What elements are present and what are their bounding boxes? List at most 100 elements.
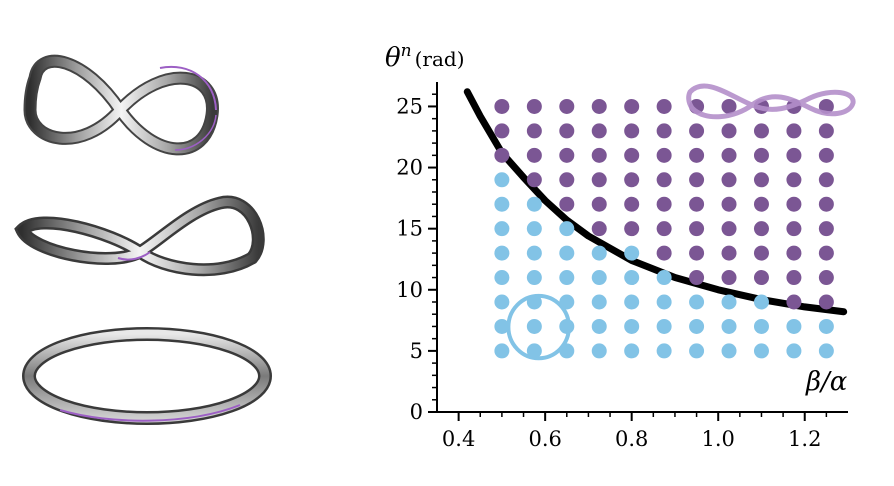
data-point	[526, 123, 542, 139]
data-point	[559, 245, 575, 261]
data-point	[624, 221, 640, 237]
data-point	[721, 221, 737, 237]
data-point	[656, 270, 672, 286]
data-point	[624, 172, 640, 188]
data-point	[494, 123, 510, 139]
data-point	[818, 270, 834, 286]
data-point	[591, 245, 607, 261]
data-point	[786, 123, 802, 139]
data-point	[656, 123, 672, 139]
data-point	[689, 343, 705, 359]
data-point	[559, 196, 575, 212]
data-point	[591, 318, 607, 334]
data-point	[494, 196, 510, 212]
x-tick-label: 1.0	[702, 427, 735, 451]
data-point	[818, 294, 834, 310]
data-point	[624, 343, 640, 359]
data-point	[786, 294, 802, 310]
data-point	[818, 343, 834, 359]
y-tick-label: 0	[410, 400, 423, 424]
data-point	[624, 98, 640, 114]
data-point	[721, 270, 737, 286]
data-point	[689, 221, 705, 237]
data-point	[753, 343, 769, 359]
data-point	[786, 221, 802, 237]
data-point	[591, 270, 607, 286]
data-point	[591, 98, 607, 114]
data-point	[624, 147, 640, 163]
data-point	[559, 343, 575, 359]
data-point	[753, 245, 769, 261]
data-point	[721, 147, 737, 163]
data-point	[818, 172, 834, 188]
data-point	[656, 147, 672, 163]
data-point	[689, 318, 705, 334]
data-point	[526, 270, 542, 286]
data-point	[753, 270, 769, 286]
data-point	[721, 196, 737, 212]
data-point	[786, 318, 802, 334]
data-point	[624, 123, 640, 139]
data-point	[656, 245, 672, 261]
data-point	[624, 270, 640, 286]
data-point	[494, 245, 510, 261]
x-axis-label: β/α	[805, 367, 848, 397]
data-point	[624, 318, 640, 334]
data-point	[559, 172, 575, 188]
ribbon-figure-eight	[23, 54, 219, 156]
data-point	[494, 98, 510, 114]
data-point	[559, 123, 575, 139]
data-point	[656, 221, 672, 237]
inset-ribbon-icon	[686, 83, 856, 120]
data-point	[818, 318, 834, 334]
y-tick-label: 20	[396, 156, 423, 180]
data-point	[656, 343, 672, 359]
data-point	[624, 245, 640, 261]
data-point	[494, 221, 510, 237]
data-point	[591, 221, 607, 237]
data-point	[721, 294, 737, 310]
data-point	[656, 98, 672, 114]
data-point	[689, 196, 705, 212]
data-point	[753, 221, 769, 237]
data-point	[526, 172, 542, 188]
data-point	[559, 98, 575, 114]
y-tick-label: 25	[396, 94, 423, 118]
data-point	[624, 294, 640, 310]
y-tick-label: 10	[396, 278, 423, 302]
data-point	[689, 147, 705, 163]
data-point	[526, 318, 542, 334]
data-point	[494, 294, 510, 310]
data-point	[526, 98, 542, 114]
data-point	[526, 245, 542, 261]
data-point	[689, 123, 705, 139]
data-point	[753, 172, 769, 188]
data-point	[721, 98, 737, 114]
data-point	[786, 147, 802, 163]
ribbon-twisted-loop	[14, 195, 265, 277]
data-point	[624, 196, 640, 212]
data-point	[656, 196, 672, 212]
data-point	[526, 294, 542, 310]
data-point	[753, 147, 769, 163]
data-point	[753, 196, 769, 212]
data-point	[786, 343, 802, 359]
data-point	[591, 172, 607, 188]
data-point	[494, 172, 510, 188]
y-axis-label: θn (rad)	[385, 41, 465, 73]
axes-layer: 0 5 10 15 20 25 0.4 0.6 0.8 1.0 1.2	[396, 82, 848, 451]
data-point	[786, 196, 802, 212]
data-point	[689, 172, 705, 188]
data-point	[656, 172, 672, 188]
data-point	[494, 147, 510, 163]
data-point	[591, 196, 607, 212]
y-tick-label: 15	[396, 217, 423, 241]
data-point	[818, 245, 834, 261]
data-point	[721, 123, 737, 139]
data-point	[818, 147, 834, 163]
data-point	[656, 294, 672, 310]
data-point	[591, 123, 607, 139]
data-point	[721, 343, 737, 359]
ribbon-circular-loop	[22, 327, 272, 425]
